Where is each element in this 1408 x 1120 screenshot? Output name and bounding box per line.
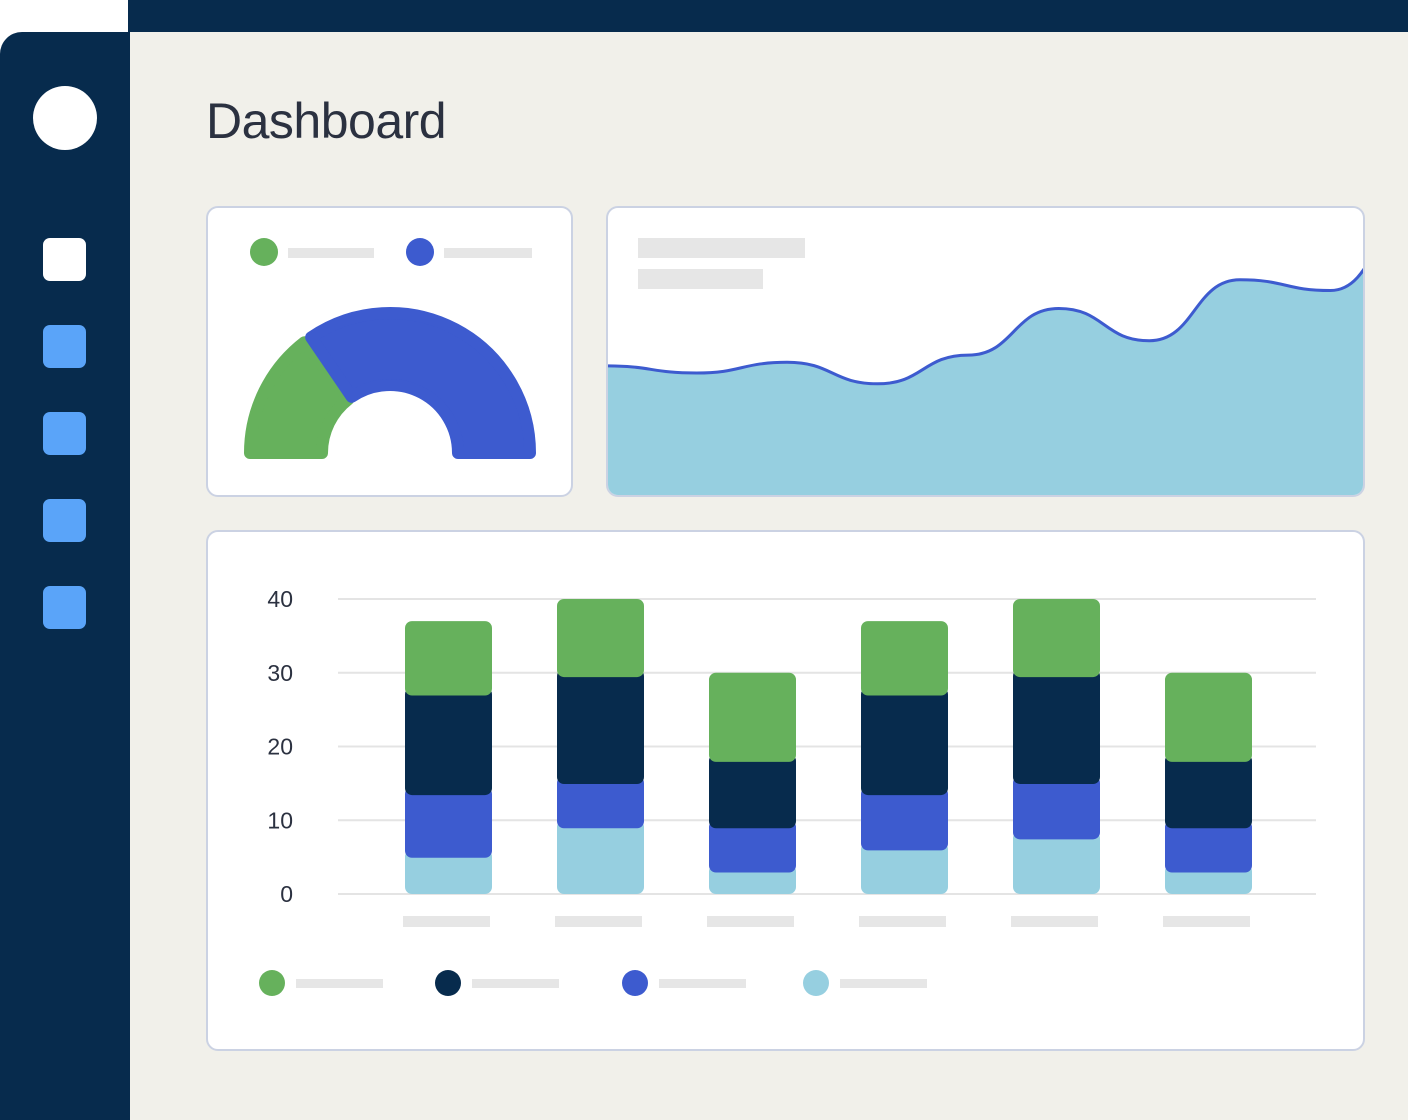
bar-segment [861, 687, 948, 796]
area-fill [608, 270, 1363, 495]
y-tick-label: 0 [280, 881, 293, 907]
bar-segment [709, 820, 796, 873]
legend-label-placeholder [472, 979, 559, 988]
bar-chart-card: 0 10 20 30 40 [206, 530, 1365, 1051]
x-label-placeholder [555, 916, 642, 927]
bar-segment [861, 787, 948, 851]
area-chart [608, 238, 1363, 495]
x-label-placeholder [1011, 916, 1098, 927]
bar-segment [405, 849, 492, 894]
legend-dot [259, 970, 285, 996]
bar-segment [1013, 776, 1100, 840]
legend-label-placeholder [444, 248, 532, 258]
bar-segment [861, 621, 948, 696]
bar-segment [557, 820, 644, 894]
top-bar [128, 0, 1408, 32]
legend-dot [803, 970, 829, 996]
bar-segment [1013, 669, 1100, 784]
legend-label-placeholder [288, 248, 374, 258]
bar-segment [709, 753, 796, 829]
y-tick-label: 20 [267, 734, 293, 760]
x-label-placeholder [707, 916, 794, 927]
gauge-chart [244, 238, 536, 459]
legend-label-placeholder [659, 979, 746, 988]
sidebar-item-2[interactable] [43, 325, 86, 368]
chart-subtitle-placeholder [638, 269, 763, 289]
legend-dot-blue [406, 238, 434, 266]
gauge-card [206, 206, 573, 497]
x-label-placeholder [403, 916, 490, 927]
legend-label-placeholder [840, 979, 927, 988]
bar-segment [405, 687, 492, 796]
y-tick-label: 10 [267, 807, 293, 833]
bar-segment [405, 787, 492, 858]
sidebar [0, 32, 130, 1120]
bar-segment [1165, 672, 1252, 762]
bar-segment [861, 842, 948, 894]
bar-segment [557, 599, 644, 678]
bar-segment [1165, 753, 1252, 829]
sidebar-item-1[interactable] [43, 238, 86, 281]
bar-chart: 0 10 20 30 40 [259, 586, 1316, 996]
bar-segment [1013, 599, 1100, 678]
sidebar-item-5[interactable] [43, 586, 86, 629]
legend-dot-green [250, 238, 278, 266]
y-tick-label: 30 [267, 660, 293, 686]
gauge-segment-1 [244, 336, 355, 459]
x-label-placeholder [1163, 916, 1250, 927]
bar-segment [1165, 820, 1252, 873]
legend-dot [435, 970, 461, 996]
bar-segment [405, 621, 492, 696]
sidebar-item-4[interactable] [43, 499, 86, 542]
bar-segment [1013, 831, 1100, 894]
bar-segment [557, 669, 644, 784]
page-title: Dashboard [206, 93, 447, 149]
x-label-placeholder [859, 916, 946, 927]
y-tick-label: 40 [267, 586, 293, 612]
gauge-legend [250, 238, 532, 266]
legend-label-placeholder [296, 979, 383, 988]
bar-segment [557, 776, 644, 829]
legend-dot [622, 970, 648, 996]
chart-title-placeholder [638, 238, 805, 258]
area-line [608, 267, 1363, 386]
gauge-segment-2 [305, 307, 536, 459]
avatar[interactable] [33, 86, 97, 150]
sidebar-item-3[interactable] [43, 412, 86, 455]
area-chart-card [606, 206, 1365, 497]
bar-segment [709, 672, 796, 762]
